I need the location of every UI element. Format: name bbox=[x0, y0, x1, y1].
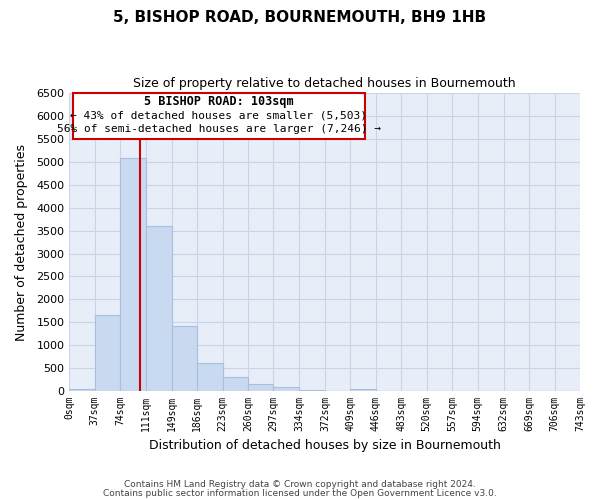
Bar bbox=[248, 384, 274, 391]
Bar bbox=[350, 389, 376, 391]
Bar bbox=[172, 326, 197, 391]
FancyBboxPatch shape bbox=[73, 93, 365, 139]
Text: 5, BISHOP ROAD, BOURNEMOUTH, BH9 1HB: 5, BISHOP ROAD, BOURNEMOUTH, BH9 1HB bbox=[113, 10, 487, 25]
Bar bbox=[223, 377, 248, 391]
Bar bbox=[70, 389, 95, 391]
Bar bbox=[299, 390, 325, 391]
Text: 5 BISHOP ROAD: 103sqm: 5 BISHOP ROAD: 103sqm bbox=[144, 95, 293, 108]
Bar bbox=[95, 316, 120, 391]
Title: Size of property relative to detached houses in Bournemouth: Size of property relative to detached ho… bbox=[133, 78, 516, 90]
Bar bbox=[274, 386, 299, 391]
X-axis label: Distribution of detached houses by size in Bournemouth: Distribution of detached houses by size … bbox=[149, 440, 500, 452]
Text: Contains public sector information licensed under the Open Government Licence v3: Contains public sector information licen… bbox=[103, 489, 497, 498]
Y-axis label: Number of detached properties: Number of detached properties bbox=[15, 144, 28, 340]
Text: 56% of semi-detached houses are larger (7,246) →: 56% of semi-detached houses are larger (… bbox=[57, 124, 381, 134]
Bar bbox=[120, 158, 146, 391]
Bar bbox=[146, 226, 172, 391]
Text: ← 43% of detached houses are smaller (5,503): ← 43% of detached houses are smaller (5,… bbox=[70, 110, 367, 120]
Bar bbox=[197, 362, 223, 391]
Text: Contains HM Land Registry data © Crown copyright and database right 2024.: Contains HM Land Registry data © Crown c… bbox=[124, 480, 476, 489]
